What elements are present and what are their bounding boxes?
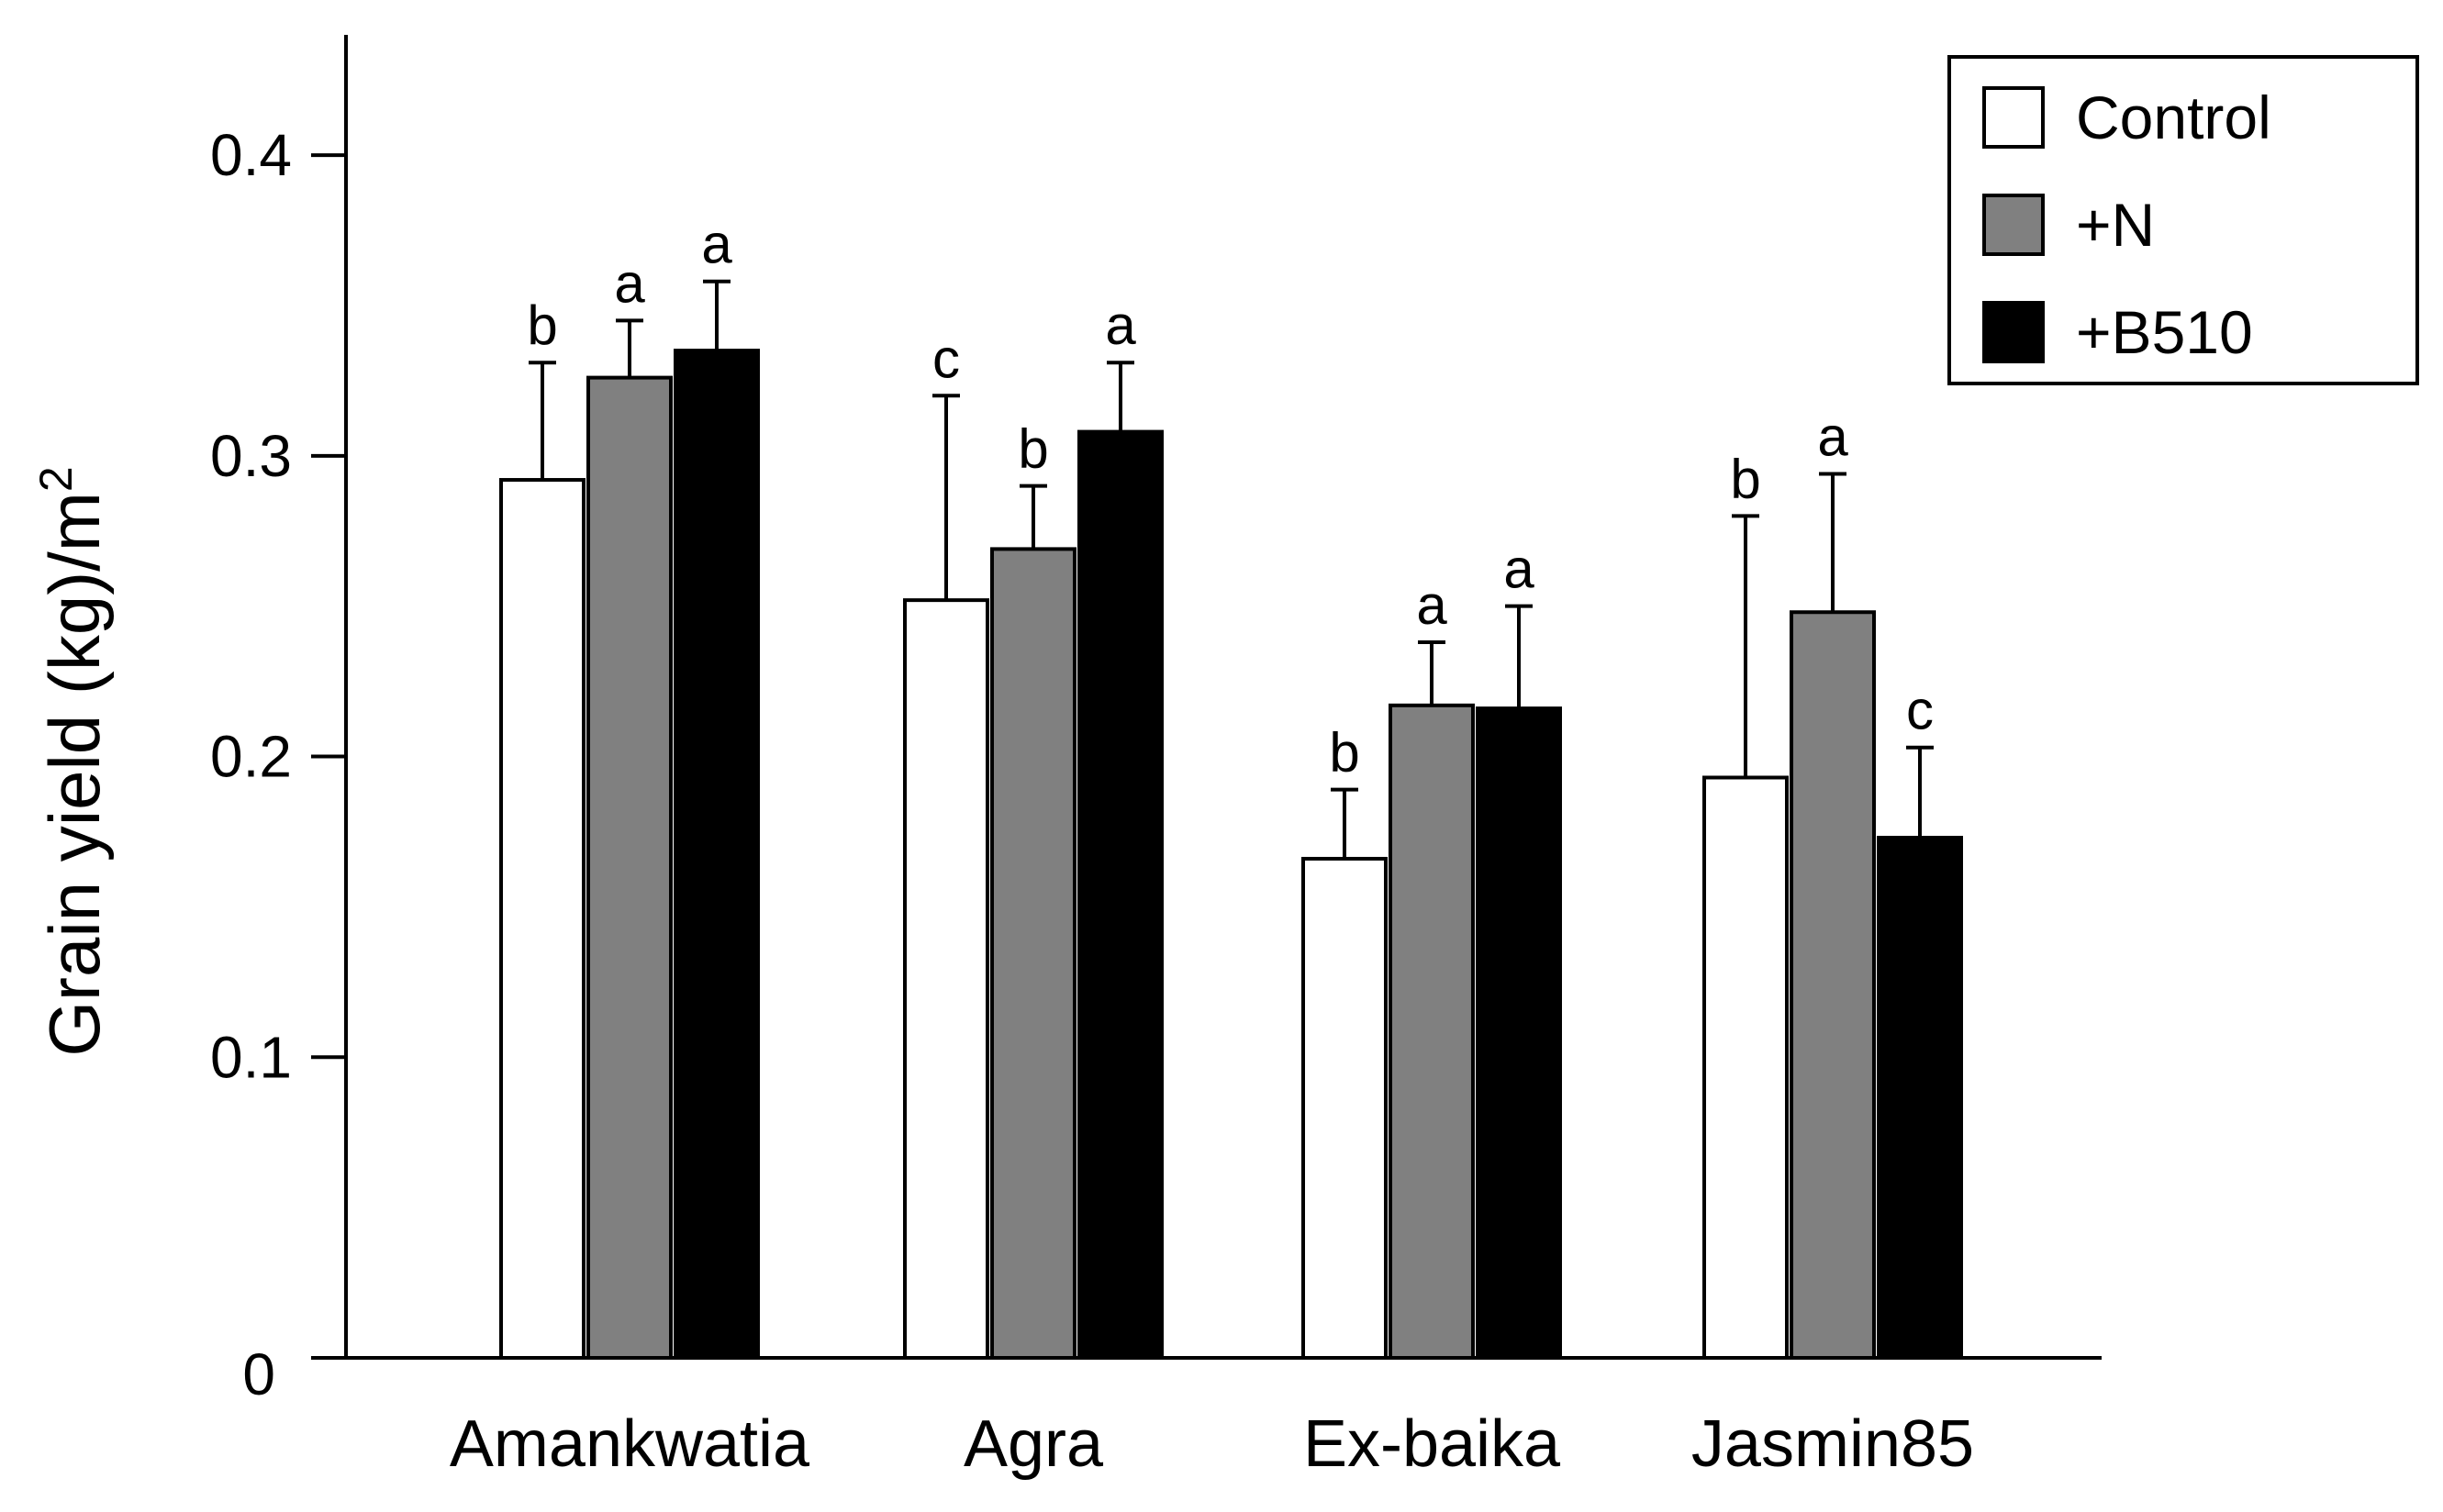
y-tick-label: 0 [242,1341,275,1407]
y-axis-title-superscript: 2 [30,466,82,492]
category-label: Agra [964,1407,1104,1481]
category-label: Amankwatia [450,1407,810,1481]
category-labels: Amankwatia Agra Ex-baika Jasmin85 [450,1407,1974,1481]
bars [499,349,1963,1361]
y-ticks: 0 0.1 0.2 0.3 0.4 [210,122,346,1407]
significance-label: a [1416,574,1447,636]
y-tick-label: 0.4 [210,122,292,188]
legend: Control +N +B510 [1947,55,2419,385]
bar [1877,836,1963,1360]
significance-label: b [1018,418,1048,480]
y-axis-title: Grain yield (kg)/m2 [30,466,115,1056]
error-bars [529,279,1934,859]
bar [903,598,989,1360]
significance-label: a [701,214,732,275]
legend-swatch [1982,301,2045,363]
bar [990,547,1076,1360]
category-label: Jasmin85 [1691,1407,1974,1481]
category-label: Ex-baika [1303,1407,1561,1481]
bar [1077,429,1164,1361]
significance-label: b [1730,448,1760,509]
bar [1389,703,1475,1360]
y-axis-title-text: Grain yield (kg)/m [34,492,115,1056]
significance-label: b [1329,722,1359,784]
bar [1702,775,1789,1360]
significance-label: c [932,328,960,389]
significance-label: b [527,295,557,356]
significance-label: a [1503,539,1534,600]
y-tick-label: 0.2 [210,724,292,790]
significance-label: a [1817,406,1848,467]
y-tick-label: 0.3 [210,423,292,489]
legend-swatch [1982,194,2045,256]
significance-label: a [614,252,645,314]
legend-label: +N [2076,191,2155,259]
bar [1476,706,1562,1360]
legend-label: +B510 [2076,298,2253,366]
bar [586,375,673,1360]
significance-label: c [1906,680,1934,741]
legend-swatch [1982,86,2045,149]
bar [1790,610,1876,1360]
y-tick-label: 0.1 [210,1024,292,1090]
legend-label: Control [2076,83,2271,151]
bar [674,349,760,1360]
bar [1301,856,1388,1360]
bar [499,478,586,1360]
legend-items: Control +N +B510 [1982,83,2271,366]
significance-label: a [1105,295,1136,356]
